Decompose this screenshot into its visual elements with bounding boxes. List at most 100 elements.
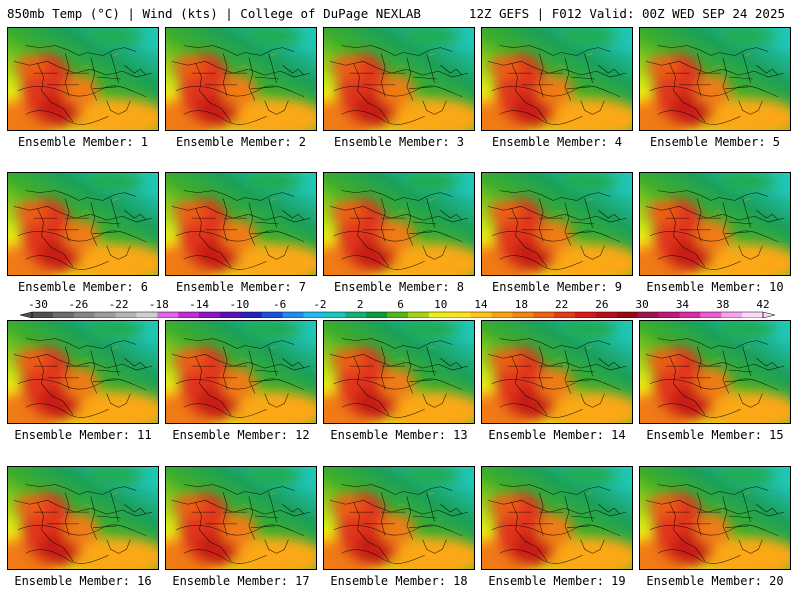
- panel-label: Ensemble Member: 3: [333, 135, 465, 149]
- colorbar-tick-label: 22: [555, 298, 568, 311]
- panel-label: Ensemble Member: 14: [488, 428, 626, 442]
- panel-label: Ensemble Member: 6: [17, 280, 149, 294]
- temperature-map: [7, 320, 159, 424]
- temperature-map: [481, 172, 633, 276]
- temperature-map: [165, 172, 317, 276]
- colorbar-swatch: [73, 312, 96, 318]
- colorbar-low-arrow: [19, 311, 33, 318]
- colorbar-swatch: [679, 312, 701, 318]
- temperature-map: [639, 27, 791, 131]
- colorbar-swatch: [240, 312, 263, 318]
- ensemble-panel: Ensemble Member: 7: [165, 172, 317, 304]
- colorbar-tick-label: -14: [189, 298, 209, 311]
- ensemble-panel: Ensemble Member: 8: [323, 172, 475, 304]
- colorbar-tick-label: 14: [474, 298, 488, 311]
- colorbar-swatch: [115, 312, 137, 318]
- panel-label: Ensemble Member: 16: [14, 574, 152, 588]
- temperature-map: [165, 466, 317, 570]
- colorbar-swatch: [512, 312, 534, 318]
- panel-label: Ensemble Member: 19: [488, 574, 626, 588]
- colorbar-swatch: [533, 312, 555, 318]
- colorbar-swatch: [219, 312, 242, 318]
- colorbar-tick-label: -30: [28, 298, 48, 311]
- colorbar-tick-label: 34: [676, 298, 690, 311]
- colorbar-swatch: [428, 312, 451, 318]
- temperature-map: [323, 466, 475, 570]
- colorbar-swatch: [345, 312, 367, 318]
- colorbar-swatch: [470, 312, 492, 318]
- colorbar-tick-label: 10: [434, 298, 447, 311]
- temperature-map: [7, 27, 159, 131]
- panel-label: Ensemble Member: 20: [646, 574, 784, 588]
- ensemble-panel: Ensemble Member: 11: [7, 320, 159, 452]
- panel-label: Ensemble Member: 12: [172, 428, 310, 442]
- colorbar-swatch: [595, 312, 618, 318]
- temperature-map: [323, 172, 475, 276]
- colorbar-swatch: [637, 312, 660, 318]
- ensemble-panel: Ensemble Member: 2: [165, 27, 317, 159]
- ensemble-panel: Ensemble Member: 4: [481, 27, 633, 159]
- colorbar-tick-label: 26: [595, 298, 608, 311]
- colorbar-swatch: [658, 312, 680, 318]
- panel-label: Ensemble Member: 7: [175, 280, 307, 294]
- temperature-map: [481, 320, 633, 424]
- panel-label: Ensemble Member: 15: [646, 428, 784, 442]
- ensemble-panel: Ensemble Member: 6: [7, 172, 159, 304]
- ensemble-panel: Ensemble Member: 17: [165, 466, 317, 598]
- ensemble-panel: Ensemble Member: 10: [639, 172, 791, 304]
- ensemble-panel: Ensemble Member: 1: [7, 27, 159, 159]
- temperature-map: [639, 320, 791, 424]
- colorbar-tick-label: 30: [636, 298, 649, 311]
- colorbar-tick-label: 38: [716, 298, 729, 311]
- colorbar-swatch: [721, 312, 743, 318]
- temperature-map: [481, 466, 633, 570]
- colorbar-swatch: [178, 312, 200, 318]
- panel-label: Ensemble Member: 11: [14, 428, 152, 442]
- chart-title: 850mb Temp (°C) | Wind (kts) | College o…: [7, 6, 421, 21]
- colorbar-tick-label: -10: [229, 298, 249, 311]
- colorbar-swatch: [261, 312, 284, 318]
- colorbar-swatch: [554, 312, 576, 318]
- ensemble-panel: Ensemble Member: 16: [7, 466, 159, 598]
- ensemble-panel: Ensemble Member: 14: [481, 320, 633, 452]
- panel-label: Ensemble Member: 4: [491, 135, 623, 149]
- colorbar-tick-label: -2: [313, 298, 326, 311]
- panel-label: Ensemble Member: 18: [330, 574, 468, 588]
- colorbar-swatch: [157, 312, 179, 318]
- ensemble-panel: Ensemble Member: 9: [481, 172, 633, 304]
- panel-label: Ensemble Member: 1: [17, 135, 149, 149]
- colorbar-swatch: [449, 312, 472, 318]
- colorbar-swatch: [491, 312, 513, 318]
- colorbar-swatch: [575, 312, 597, 318]
- colorbar-tick-label: -26: [68, 298, 88, 311]
- panel-label: Ensemble Member: 9: [491, 280, 623, 294]
- ensemble-panel: Ensemble Member: 18: [323, 466, 475, 598]
- colorbar-swatch: [303, 312, 325, 318]
- colorbar-tick-label: -18: [149, 298, 169, 311]
- colorbar-swatch: [32, 312, 54, 318]
- colorbar-tick-label: 42: [756, 298, 769, 311]
- temperature-map: [7, 172, 159, 276]
- colorbar-tick-label: -22: [109, 298, 129, 311]
- panel-label: Ensemble Member: 10: [646, 280, 784, 294]
- panel-label: Ensemble Member: 17: [172, 574, 310, 588]
- ensemble-panel: Ensemble Member: 20: [639, 466, 791, 598]
- temperature-map: [323, 27, 475, 131]
- panel-label: Ensemble Member: 8: [333, 280, 465, 294]
- colorbar-swatch: [742, 312, 764, 318]
- ensemble-panel: Ensemble Member: 5: [639, 27, 791, 159]
- ensemble-panel: Ensemble Member: 13: [323, 320, 475, 452]
- ensemble-panel: Ensemble Member: 3: [323, 27, 475, 159]
- colorbar-swatch: [52, 312, 75, 318]
- colorbar-swatch: [282, 312, 305, 318]
- panel-label: Ensemble Member: 13: [330, 428, 468, 442]
- panel-label: Ensemble Member: 2: [175, 135, 307, 149]
- run-valid-time: 12Z GEFS | F012 Valid: 00Z WED SEP 24 20…: [468, 6, 785, 21]
- colorbar-tick-label: 2: [357, 298, 364, 311]
- colorbar-swatch: [199, 312, 221, 318]
- colorbar-tick-label: 18: [515, 298, 528, 311]
- colorbar-swatch: [136, 312, 158, 318]
- colorbar-tick-label: 6: [397, 298, 404, 311]
- colorbar-swatch: [94, 312, 117, 318]
- ensemble-panel: Ensemble Member: 12: [165, 320, 317, 452]
